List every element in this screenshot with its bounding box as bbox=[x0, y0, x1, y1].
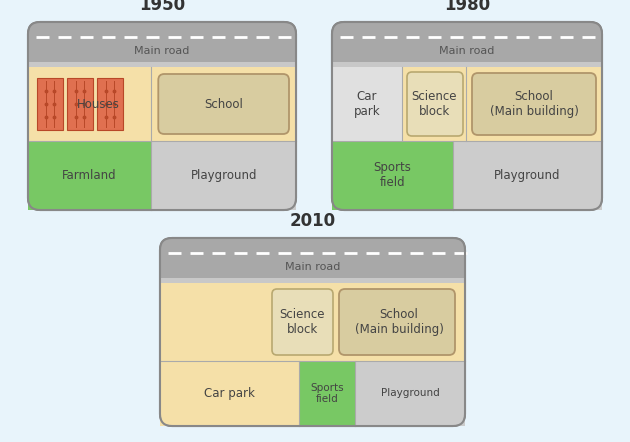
FancyBboxPatch shape bbox=[158, 74, 289, 134]
FancyBboxPatch shape bbox=[339, 289, 455, 355]
Bar bbox=[28, 42, 296, 63]
Text: Car park: Car park bbox=[204, 387, 255, 400]
Text: Science
block: Science block bbox=[280, 308, 325, 336]
FancyBboxPatch shape bbox=[407, 72, 463, 136]
Text: Playground: Playground bbox=[381, 389, 439, 399]
FancyBboxPatch shape bbox=[160, 238, 465, 278]
Text: Playground: Playground bbox=[495, 169, 561, 182]
Bar bbox=[37, 78, 63, 130]
Text: Farmland: Farmland bbox=[62, 169, 117, 182]
Text: Main road: Main road bbox=[134, 46, 190, 56]
Bar bbox=[97, 78, 123, 130]
Bar bbox=[67, 78, 93, 130]
Text: 1950: 1950 bbox=[139, 0, 185, 14]
Text: Houses: Houses bbox=[77, 98, 120, 110]
Text: Playground: Playground bbox=[190, 169, 257, 182]
FancyBboxPatch shape bbox=[28, 22, 296, 62]
Bar bbox=[28, 141, 151, 210]
Text: School: School bbox=[204, 98, 243, 110]
Text: School
(Main building): School (Main building) bbox=[355, 308, 444, 336]
Text: Science
block: Science block bbox=[411, 90, 457, 118]
Bar bbox=[332, 67, 402, 141]
Bar bbox=[453, 141, 602, 210]
Text: 1980: 1980 bbox=[444, 0, 490, 14]
FancyBboxPatch shape bbox=[160, 238, 465, 426]
Bar bbox=[28, 67, 151, 141]
Bar bbox=[332, 141, 453, 210]
Bar bbox=[151, 141, 296, 210]
Bar bbox=[28, 62, 296, 67]
Text: Main road: Main road bbox=[285, 262, 340, 272]
Bar bbox=[160, 283, 465, 426]
FancyBboxPatch shape bbox=[28, 22, 296, 210]
Text: School
(Main building): School (Main building) bbox=[490, 90, 578, 118]
FancyBboxPatch shape bbox=[472, 73, 596, 135]
Bar bbox=[332, 42, 602, 63]
Text: Sports
field: Sports field bbox=[310, 383, 344, 404]
Text: Sports
field: Sports field bbox=[374, 161, 411, 190]
Bar bbox=[160, 258, 465, 279]
Bar bbox=[151, 67, 296, 141]
Text: Car
park: Car park bbox=[353, 90, 381, 118]
FancyBboxPatch shape bbox=[332, 22, 602, 62]
FancyBboxPatch shape bbox=[332, 22, 602, 210]
Bar bbox=[299, 361, 355, 426]
Bar bbox=[160, 278, 465, 283]
Bar bbox=[332, 67, 602, 141]
FancyBboxPatch shape bbox=[272, 289, 333, 355]
Text: 2010: 2010 bbox=[289, 212, 336, 230]
Bar bbox=[355, 361, 465, 426]
Text: Main road: Main road bbox=[439, 46, 495, 56]
Bar bbox=[332, 62, 602, 67]
